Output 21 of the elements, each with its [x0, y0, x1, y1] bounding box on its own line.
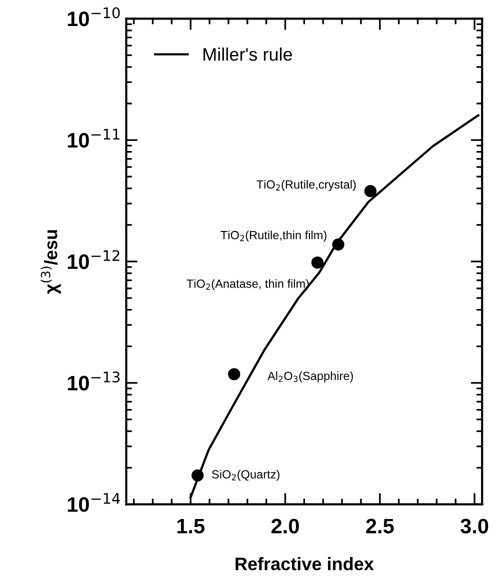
legend-label: Miller's rule [204, 48, 292, 61]
annotation: TiO$_{2}$(Rutile,crystal) [256, 180, 356, 191]
annotation: TiO$_{2}$(Rutile,thin film) [220, 230, 326, 242]
point [228, 368, 240, 380]
x-axis-title: Refractive index [236, 557, 374, 570]
y-tick-label: 10$^{−10}$ [68, 7, 120, 26]
annotation: Al$_{2}$O$_{3}$(Sapphire) [267, 371, 353, 382]
x-tick-label: 1.5 [177, 518, 204, 534]
point [311, 256, 324, 269]
y-tick-label: 10$^{−14}$ [68, 493, 120, 512]
y-tick-label: 10$^{−12}$ [68, 250, 120, 270]
y-tick-label: 10$^{−11}$ [68, 128, 120, 148]
point [364, 185, 376, 198]
x-tick-label: 2.5 [366, 518, 394, 534]
point [332, 238, 344, 251]
point [192, 469, 204, 482]
x-tick-label: 3.0 [460, 518, 488, 534]
x-tick-label: 2.0 [271, 518, 299, 534]
annotation: SiO$_{2}$(Quartz) [212, 470, 280, 481]
y-axis-title: χ$^{(3)}$/esu [40, 230, 61, 294]
y-tick-label: 10$^{−13}$ [68, 371, 120, 390]
